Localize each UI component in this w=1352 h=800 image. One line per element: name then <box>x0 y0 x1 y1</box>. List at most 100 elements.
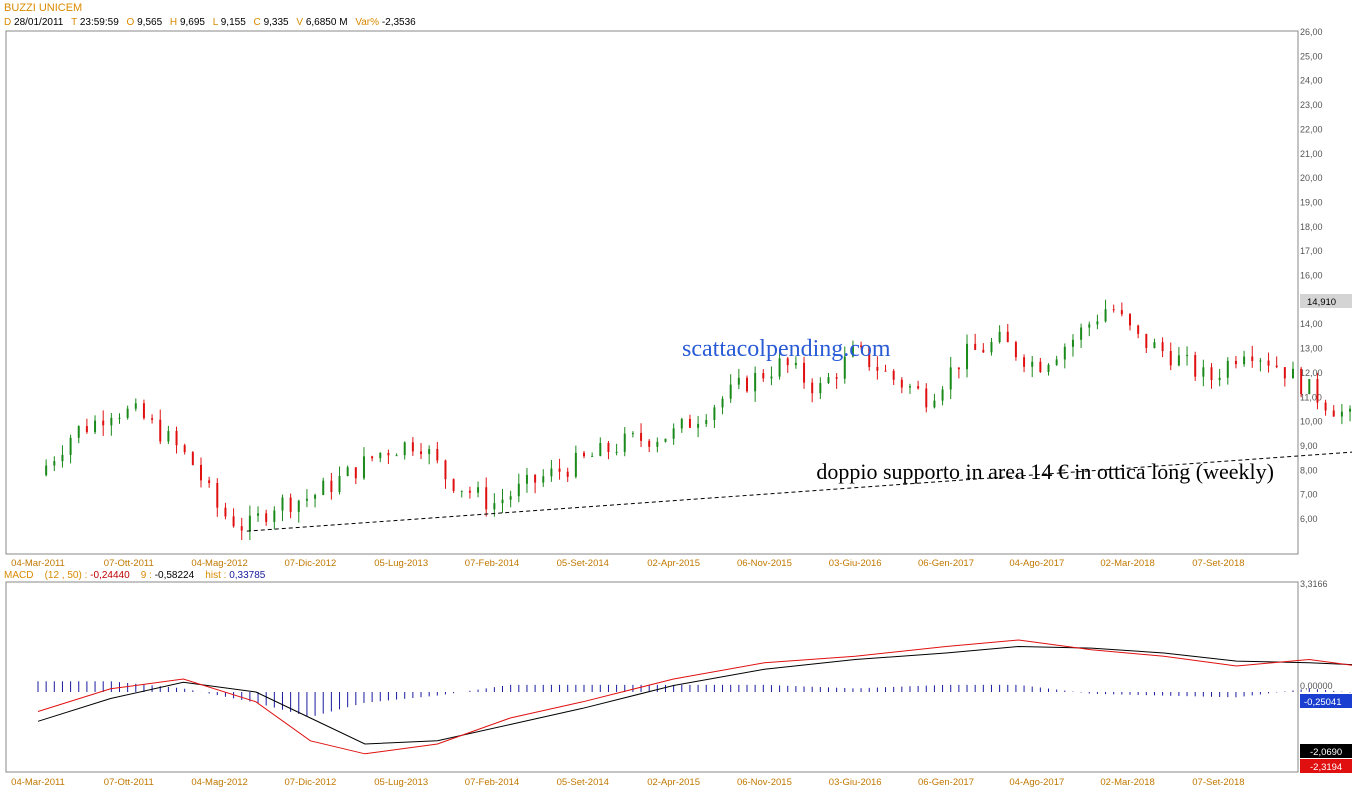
candle-body <box>1096 321 1099 325</box>
candle-body <box>607 442 610 452</box>
candle-body <box>265 513 268 522</box>
x-tick-label: 03-Giu-2016 <box>829 777 882 788</box>
candle-body <box>868 346 871 367</box>
x-tick-label: 05-Set-2014 <box>557 777 609 788</box>
candle-body <box>346 467 349 476</box>
candle-body <box>379 452 382 459</box>
candle-body <box>884 370 887 372</box>
candle-body <box>191 452 194 465</box>
candle-body <box>680 418 683 429</box>
candle-body <box>452 479 455 491</box>
candle-body <box>273 510 276 522</box>
y-tick-label: 8,00 <box>1300 465 1318 475</box>
candle-body <box>688 418 691 428</box>
macd-value: -0,24440 <box>90 570 130 581</box>
candle-body <box>729 384 732 399</box>
candle-body <box>281 497 284 511</box>
candle-body <box>69 437 72 455</box>
last-price-label: 14,910 <box>1307 297 1336 308</box>
candle-body <box>705 420 708 424</box>
candles <box>45 299 1352 541</box>
y-tick-label: 14,00 <box>1300 319 1323 329</box>
candle-body <box>208 480 211 484</box>
macd-badge-label: -2,3194 <box>1310 762 1342 773</box>
y-tick-label: 24,00 <box>1300 76 1323 86</box>
candle-body <box>754 372 757 392</box>
hist-value: 0,33785 <box>229 570 266 581</box>
x-tick-label: 04-Mar-2011 <box>11 558 65 569</box>
candle-body <box>851 345 854 357</box>
hist-badge-label: -0,25041 <box>1304 697 1342 708</box>
x-tick-label: 04-Ago-2017 <box>1009 558 1064 569</box>
candle-body <box>933 400 936 408</box>
date-key: D <box>4 17 12 28</box>
x-tick-label: 04-Mag-2012 <box>191 777 248 788</box>
x-tick-label: 02-Apr-2015 <box>647 558 700 569</box>
candle-body <box>45 465 48 476</box>
price-pane[interactable]: 6,00 7,00 8,00 9,00 10,00 11,00 12,00 13,00 14,0… <box>5 27 1352 569</box>
candle-body <box>892 370 895 380</box>
candle-body <box>1014 342 1017 358</box>
var-value: -2,3536 <box>381 17 416 28</box>
candle-body <box>110 417 113 426</box>
y-tick-label: 13,00 <box>1300 344 1323 354</box>
candle-body <box>1218 377 1221 381</box>
candle-body <box>420 451 423 455</box>
candle-body <box>631 433 634 435</box>
candle-body <box>982 349 985 353</box>
high-value: 9,695 <box>179 17 205 28</box>
date-value: 28/01/2011 <box>14 17 64 28</box>
candle-body <box>289 497 292 512</box>
y-tick-label: 11,00 <box>1300 392 1322 402</box>
macd-y-axis: 3,3166 0,00000 <box>1300 579 1333 691</box>
candle-body <box>159 419 162 442</box>
macd-line <box>37 639 1352 755</box>
candle-body <box>85 426 88 433</box>
candle-body <box>1161 342 1164 352</box>
candle-body <box>998 331 1001 343</box>
x-tick-label: 07-Ott-2011 <box>104 558 154 569</box>
x-tick-label: 07-Dic-2012 <box>285 558 337 569</box>
candle-body <box>1316 379 1319 403</box>
candle-body <box>1283 367 1286 379</box>
candle-body <box>134 403 137 409</box>
candle-body <box>1324 402 1327 411</box>
candle-body <box>900 379 903 388</box>
candle-body <box>966 343 969 370</box>
candle-body <box>737 377 740 385</box>
time-key: T <box>71 17 78 28</box>
y-tick-label: 26,00 <box>1300 27 1323 37</box>
candle-body <box>550 468 553 477</box>
candle-body <box>574 452 577 477</box>
candle-body <box>957 367 960 370</box>
y-tick-label: 25,00 <box>1300 51 1323 61</box>
candle-body <box>786 358 789 366</box>
candle-body <box>216 483 219 508</box>
hist-value-badge: -0,25041 <box>1300 694 1352 708</box>
candle-body <box>1194 355 1197 377</box>
candle-body <box>656 441 659 447</box>
candle-body <box>908 386 911 388</box>
candle-body <box>167 431 170 442</box>
y-tick-label: 7,00 <box>1300 490 1318 500</box>
candle-body <box>1055 359 1058 365</box>
candle-body <box>314 494 317 499</box>
candle-body <box>477 487 480 493</box>
y-tick-label: 10,00 <box>1300 417 1323 427</box>
y-tick-label: 6,00 <box>1300 514 1318 524</box>
candle-body <box>1080 327 1083 340</box>
candle-body <box>591 455 594 457</box>
candle-body <box>827 377 830 384</box>
candle-body <box>1137 325 1140 334</box>
x-tick-label: 07-Set-2018 <box>1192 777 1244 788</box>
candle-body <box>819 383 822 394</box>
x-tick-label: 06-Nov-2015 <box>737 558 792 569</box>
candle-body <box>1234 360 1237 365</box>
signal-key: 9 : <box>140 570 152 581</box>
x-tick-label: 07-Ott-2011 <box>104 777 154 788</box>
candle-body <box>762 372 765 379</box>
candle-body <box>1023 357 1026 367</box>
candle-body <box>1153 342 1156 349</box>
